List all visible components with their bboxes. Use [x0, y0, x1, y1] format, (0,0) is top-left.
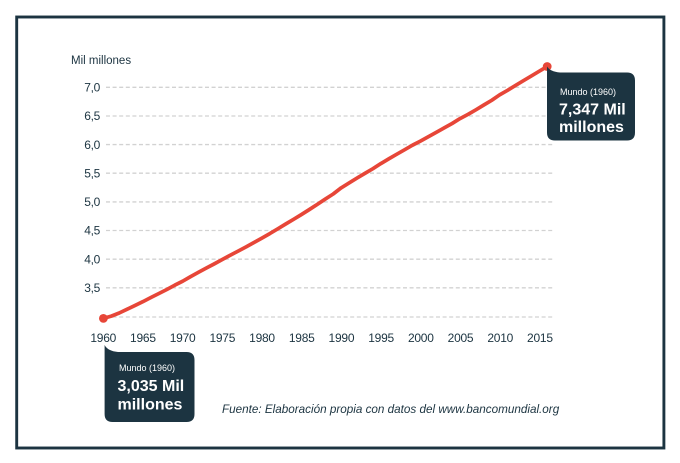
- svg-text:2000: 2000: [408, 331, 434, 345]
- svg-text:millones: millones: [559, 119, 624, 136]
- svg-text:7,347 Mil: 7,347 Mil: [559, 102, 626, 119]
- svg-text:5,5: 5,5: [84, 166, 100, 180]
- svg-text:1980: 1980: [249, 331, 275, 345]
- svg-text:3,5: 3,5: [84, 281, 100, 295]
- svg-text:1985: 1985: [289, 331, 315, 345]
- svg-text:2015: 2015: [527, 331, 553, 345]
- svg-text:Mundo (1960): Mundo (1960): [560, 87, 616, 97]
- svg-text:6,5: 6,5: [84, 109, 100, 123]
- svg-text:4,5: 4,5: [84, 224, 100, 238]
- svg-text:6,0: 6,0: [84, 138, 100, 152]
- svg-text:Mundo (1960): Mundo (1960): [119, 363, 175, 373]
- svg-text:millones: millones: [118, 397, 183, 414]
- svg-text:2005: 2005: [448, 331, 474, 345]
- svg-text:1975: 1975: [209, 331, 235, 345]
- svg-text:7,0: 7,0: [84, 81, 100, 95]
- svg-text:1970: 1970: [170, 331, 196, 345]
- svg-text:Mil millones: Mil millones: [71, 55, 131, 67]
- svg-text:1990: 1990: [329, 331, 355, 345]
- svg-text:4,0: 4,0: [84, 252, 100, 266]
- svg-text:3,035 Mil: 3,035 Mil: [118, 378, 185, 395]
- svg-text:1995: 1995: [368, 331, 394, 345]
- svg-text:2010: 2010: [487, 331, 513, 345]
- svg-text:1965: 1965: [130, 331, 156, 345]
- svg-text:1960: 1960: [90, 331, 116, 345]
- svg-text:5,0: 5,0: [84, 195, 100, 209]
- svg-text:Fuente: Elaboración propia con: Fuente: Elaboración propia con datos del…: [222, 403, 560, 416]
